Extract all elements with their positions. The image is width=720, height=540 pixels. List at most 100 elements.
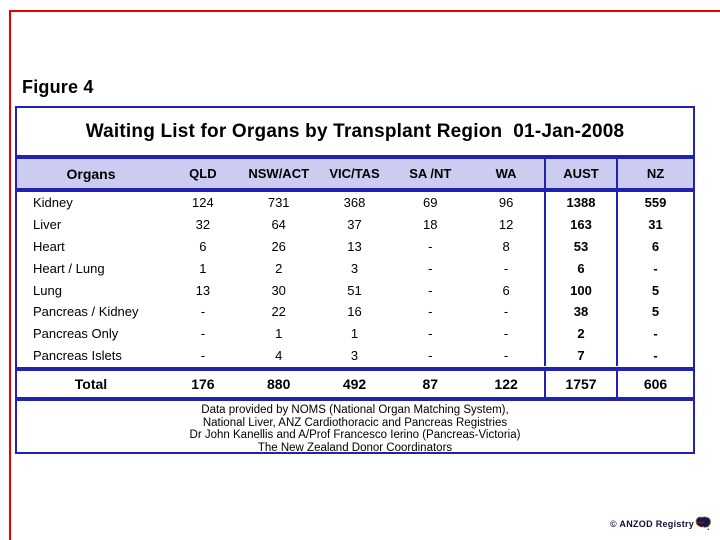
table-header-row: Organs QLD NSW/ACT VIC/TAS SA /NT WA AUS… [15, 157, 695, 190]
value-sa-nt: - [428, 347, 433, 363]
total-aust: 1757 [544, 371, 618, 397]
value-nsw-act: 1 [275, 326, 283, 342]
value-aust: 100 [544, 279, 618, 301]
footnote-line: National Liver, ANZ Cardiothoracic and P… [202, 416, 508, 429]
value-wa: 12 [498, 217, 514, 233]
table-row: Lung 13 30 51 - 6 100 5 [17, 279, 693, 301]
organ-label: Pancreas Only [33, 326, 119, 342]
australia-map-icon [695, 516, 712, 530]
organ-label: Kidney [33, 195, 73, 211]
value-wa: - [503, 304, 509, 320]
value-nsw-act: 22 [271, 304, 286, 320]
table-body: Kidney 124 731 368 69 96 1388 559 Liver … [15, 190, 695, 369]
value-nz: 559 [644, 195, 667, 211]
value-sa-nt: - [428, 282, 433, 298]
total-sa-nt: 87 [422, 376, 439, 392]
value-vic-tas: 3 [350, 347, 359, 363]
column-header-organs: Organs [66, 165, 116, 182]
value-qld: 1 [199, 260, 207, 276]
value-vic-tas: 368 [343, 195, 366, 211]
value-nz: 31 [648, 217, 663, 233]
value-qld: - [200, 326, 206, 342]
total-wa: 122 [494, 376, 518, 392]
value-vic-tas: 1 [350, 326, 359, 342]
value-vic-tas: 16 [347, 304, 362, 320]
value-vic-tas: 3 [350, 260, 359, 276]
total-nsw-act: 880 [267, 376, 291, 392]
red-accent-line-top [9, 10, 720, 12]
value-nsw-act: 64 [271, 217, 286, 233]
column-header-nsw-act: NSW/ACT [248, 166, 310, 181]
value-nz: - [653, 326, 658, 342]
value-aust: 2 [544, 322, 618, 345]
organ-label: Heart / Lung [33, 260, 105, 276]
value-nsw-act: 30 [271, 282, 286, 298]
total-qld: 176 [191, 376, 215, 392]
value-wa: - [503, 260, 509, 276]
footnote-line: Dr John Kanellis and A/Prof Francesco Ie… [189, 429, 521, 442]
value-nz: - [653, 347, 658, 363]
value-nsw-act: 4 [275, 347, 283, 363]
organ-label: Lung [33, 282, 62, 298]
table-title-box: Waiting List for Organs by Transplant Re… [15, 106, 695, 157]
column-header-sa-nt: SA /NT [409, 166, 452, 181]
table-row: Pancreas Only - 1 1 - - 2 - [17, 322, 693, 345]
table-title: Waiting List for Organs by Transplant Re… [85, 120, 625, 142]
value-aust: 7 [544, 344, 618, 367]
value-sa-nt: - [428, 260, 433, 276]
footnote-line: Data provided by NOMS (National Organ Ma… [201, 404, 509, 416]
value-aust: 1388 [544, 192, 618, 214]
value-qld: 6 [199, 238, 207, 254]
value-aust: 53 [544, 235, 618, 258]
value-nz: 5 [651, 282, 660, 298]
organ-label: Heart [33, 238, 65, 254]
value-sa-nt: - [428, 238, 433, 254]
value-vic-tas: 37 [347, 217, 362, 233]
column-header-vic-tas: VIC/TAS [329, 166, 380, 181]
waiting-list-table: Waiting List for Organs by Transplant Re… [15, 106, 695, 454]
value-nsw-act: 26 [271, 238, 286, 254]
value-wa: 8 [502, 238, 510, 254]
copyright-text: © ANZOD Registry [610, 519, 695, 529]
organ-label: Pancreas Islets [33, 347, 122, 363]
value-qld: - [200, 347, 206, 363]
table-row: Heart 6 26 13 - 8 53 6 [17, 235, 693, 258]
total-nz: 606 [643, 376, 668, 392]
value-qld: 32 [195, 217, 211, 233]
value-wa: 96 [498, 195, 514, 211]
column-header-aust: AUST [544, 159, 618, 188]
value-nz: 5 [651, 304, 660, 320]
value-sa-nt: 69 [423, 195, 438, 211]
value-aust: 163 [544, 213, 618, 236]
value-sa-nt: 18 [423, 217, 438, 233]
value-nz: 6 [651, 238, 660, 254]
value-qld: - [200, 304, 206, 320]
table-row: Kidney 124 731 368 69 96 1388 559 [17, 192, 693, 214]
footnote-line: The New Zealand Donor Coordinators [257, 441, 453, 454]
total-vic-tas: 492 [342, 376, 367, 392]
organ-label: Liver [33, 217, 62, 233]
value-wa: 6 [502, 282, 510, 298]
table-row: Pancreas / Kidney - 22 16 - - 38 5 [17, 300, 693, 323]
table-row: Liver 32 64 37 18 12 163 31 [17, 213, 693, 236]
value-wa: - [503, 326, 509, 342]
value-aust: 38 [544, 300, 618, 323]
value-sa-nt: - [428, 326, 433, 342]
value-nsw-act: 731 [267, 195, 290, 211]
value-nsw-act: 2 [275, 260, 283, 276]
value-aust: 6 [544, 257, 618, 280]
value-nz: - [653, 260, 658, 276]
table-total-row: Total 176 880 492 87 122 1757 606 [15, 369, 695, 399]
table-footnotes: Data provided by NOMS (National Organ Ma… [15, 399, 695, 454]
value-qld: 124 [192, 195, 214, 211]
column-header-nz: NZ [646, 166, 665, 181]
value-qld: 13 [195, 282, 211, 298]
total-label: Total [74, 376, 108, 392]
value-vic-tas: 51 [347, 282, 362, 298]
red-accent-line-left [9, 10, 11, 540]
value-vic-tas: 13 [347, 238, 362, 254]
column-header-qld: QLD [189, 166, 217, 181]
column-header-wa: WA [495, 166, 517, 181]
figure-label: Figure 4 [22, 77, 94, 97]
